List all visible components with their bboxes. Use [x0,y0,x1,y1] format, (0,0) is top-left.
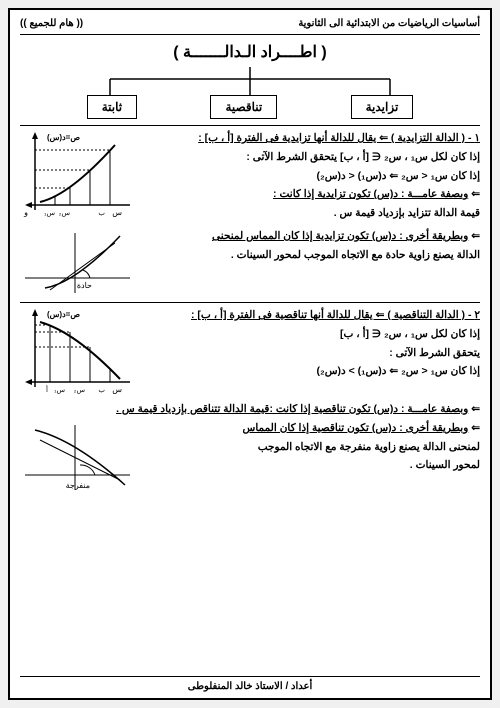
tree-node-decreasing: تناقصية [210,95,277,119]
sec1-heading: ١ - ( الدالة التزايدية ) ⇐ يقال للدالة أ… [198,132,480,144]
tree-diagram: تزايدية تناقصية ثابتة [20,67,480,119]
graph-acute-angle: حادة [20,228,135,298]
section-decreasing-tangent: وبطريقة أخرى : د(س) تكون تناقصية إذا كان… [20,420,480,495]
main-title: ( اطــــراد الـدالـــــــة ) [20,41,480,65]
graph-increasing: ص=د(س) س₁ س₂ ب س و [20,130,135,224]
sec1-l1: إذا كان لكل س₁ ، س₂ ∈ [أ ، ب] يتحقق الشر… [141,149,480,166]
section-increasing-tangent: وبطريقة أخرى : د(س) تكون تزايدية إذا كان… [20,228,480,298]
graph-decreasing: ص=د(س) أ س₁ س₂ ب س [20,307,135,397]
sec2-l2: إذا كان س₁ < س₂ ⇐ د(س₁) > د(س₂) [141,363,480,380]
header-right: أساسيات الرياضيات من الابتدائية الى الثا… [298,16,480,31]
sec1-l3b: قيمة الدالة تتزايد بإزدياد قيمة س . [141,205,480,222]
section-decreasing: ٢ - ( الدالة التناقصية ) ⇐ يقال للدالة أ… [20,307,480,397]
svg-text:س: س [112,208,122,217]
graph-obtuse-angle: منفرجة [20,420,135,495]
svg-text:س: س [112,385,122,394]
sec1-l4b: الدالة يصنع زاوية حادة مع الاتجاه الموجب… [141,247,480,264]
sec2-l1b: يتحقق الشرط الآتى : [141,345,480,362]
sec2-l4: وبطريقة أخرى : د(س) تكون تناقصية إذا كان… [243,422,469,434]
header-left: (( هام للجميع )) [20,16,83,31]
footer: أعداد / الاستاذ خالد المنفلوطى [20,676,480,694]
svg-text:ص=د(س): ص=د(س) [47,310,80,320]
page: أساسيات الرياضيات من الابتدائية الى الثا… [8,8,492,700]
sec2-l3: وبصفة عامـــة : د(س) تكون تناقصية إذا كا… [116,403,468,415]
svg-text:س₂: س₂ [59,210,70,217]
svg-text:أ: أ [46,384,48,394]
svg-text:حادة: حادة [77,281,92,290]
svg-text:ب: ب [98,387,105,394]
svg-text:س₁: س₁ [44,210,55,217]
sec1-l2: إذا كان س₁ < س₂ ⇐ د(س₁) < د(س₂) [141,168,480,185]
sec1-l3: وبصفة عامـــة : د(س) تكون تزايدية إذا كا… [273,188,468,200]
sec2-l4c: لمحور السينات . [141,457,480,474]
svg-text:ص=د(س): ص=د(س) [47,133,80,143]
svg-text:و: و [23,208,28,217]
svg-text:منفرجة: منفرجة [66,481,90,490]
sec2-heading: ٢ - ( الدالة التناقصية ) ⇐ يقال للدالة أ… [191,309,480,321]
sec2-l4b: لمنحنى الدالة يصنع زاوية منفرجة مع الاتج… [141,439,480,456]
header: أساسيات الرياضيات من الابتدائية الى الثا… [20,16,480,35]
tree-node-constant: ثابتة [87,95,137,119]
svg-text:س₂: س₂ [74,387,85,394]
tree-node-increasing: تزايدية [351,95,414,119]
section-increasing: ١ - ( الدالة التزايدية ) ⇐ يقال للدالة أ… [20,130,480,224]
sec2-l1: إذا كان لكل س₁ ، س₂ ∈ [أ ، ب] [141,326,480,343]
svg-text:ب: ب [98,210,105,217]
svg-text:س₁: س₁ [54,387,65,394]
sec1-l4: وبطريقة أخرى : د(س) تكون تزايدية إذا كان… [212,230,468,242]
